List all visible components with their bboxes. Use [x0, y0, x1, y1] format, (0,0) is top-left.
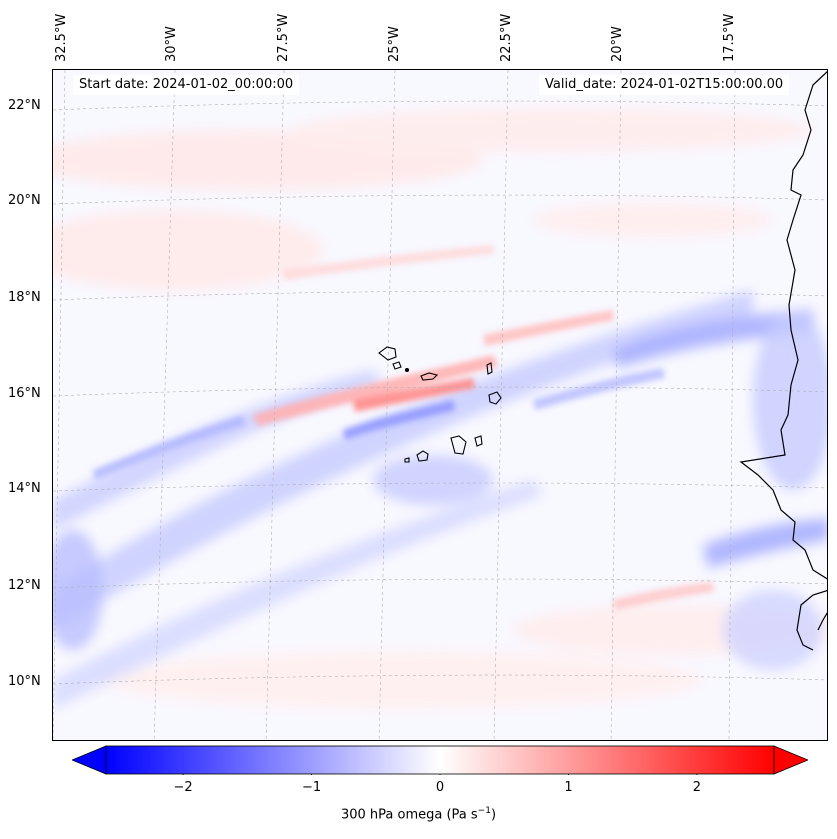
- valid-date-label: Valid_date: 2024-01-02T15:00:00.00: [539, 75, 790, 95]
- cape-verde-islands: [378, 346, 502, 463]
- colorbar-label-text: 300 hPa omega (Pa s: [340, 807, 478, 823]
- lon-label-17-5w: 17.5°W: [722, 13, 737, 62]
- lon-label-22-5w: 22.5°W: [499, 13, 514, 62]
- colorbar-tick-label: 2: [692, 780, 702, 795]
- coastline: [739, 71, 827, 651]
- colorbar-label-exponent: −1: [477, 806, 491, 816]
- omega-field: [53, 70, 827, 740]
- lon-label-30w: 30°W: [164, 26, 179, 62]
- graticule: [53, 70, 827, 740]
- lat-label-14n: 14°N: [8, 481, 41, 496]
- colorbar-tick-label: −2: [173, 780, 193, 795]
- colorbar-extend-high: [773, 745, 808, 775]
- lat-label-22n: 22°N: [8, 98, 41, 113]
- map-panel: [52, 69, 828, 741]
- colorbar-label-close: ): [490, 807, 497, 823]
- lon-label-32-5w: 32.5°W: [54, 13, 69, 62]
- colorbar-extend-low: [72, 745, 107, 775]
- start-date-label: Start date: 2024-01-02_00:00:00: [73, 75, 300, 95]
- colorbar: [72, 745, 808, 775]
- colorbar-tick-label: 1: [564, 780, 573, 795]
- lat-label-16n: 16°N: [8, 386, 41, 401]
- colorbar-tick-label: −1: [301, 780, 322, 795]
- lon-label-25w: 25°W: [387, 26, 402, 62]
- lat-label-12n: 12°N: [8, 578, 41, 593]
- colorbar-tick-label: 0: [435, 780, 445, 795]
- colorbar-gradient: [105, 745, 775, 775]
- lon-label-27-5w: 27.5°W: [276, 13, 291, 62]
- lat-label-10n: 10°N: [8, 674, 41, 689]
- colorbar-label: 300 hPa omega (Pa s−1): [0, 806, 837, 822]
- lon-label-20w: 20°W: [610, 26, 625, 62]
- lat-label-20n: 20°N: [8, 193, 41, 208]
- lat-label-18n: 18°N: [8, 290, 41, 305]
